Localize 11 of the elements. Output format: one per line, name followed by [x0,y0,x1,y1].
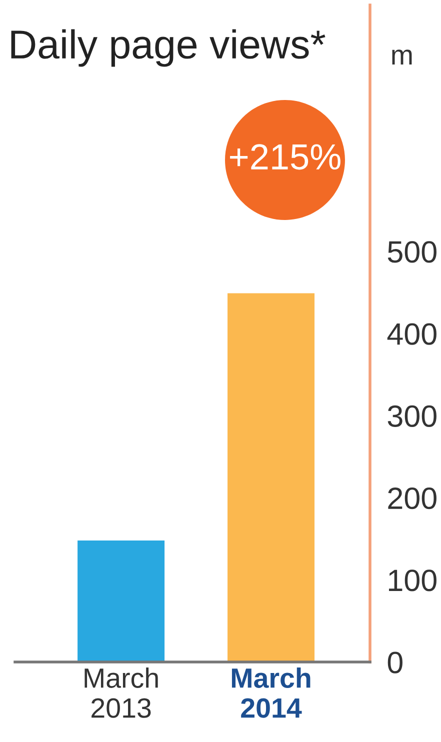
y-tick-label: 100 [388,570,436,592]
y-tick-label: 400 [387,323,436,345]
y-tick-label: 500 [388,241,436,263]
y-tick-label: 300 [388,405,436,427]
y-axis-title: m [392,50,412,65]
text: Daily page views* [11,29,326,67]
x-tick-label: March 2013 [84,668,158,718]
y-tick-label: 0 [388,652,402,674]
x-tick-label: March 2014 [232,668,310,718]
y-tick-label: 200 [388,487,436,510]
annotation: +215% [230,144,340,170]
